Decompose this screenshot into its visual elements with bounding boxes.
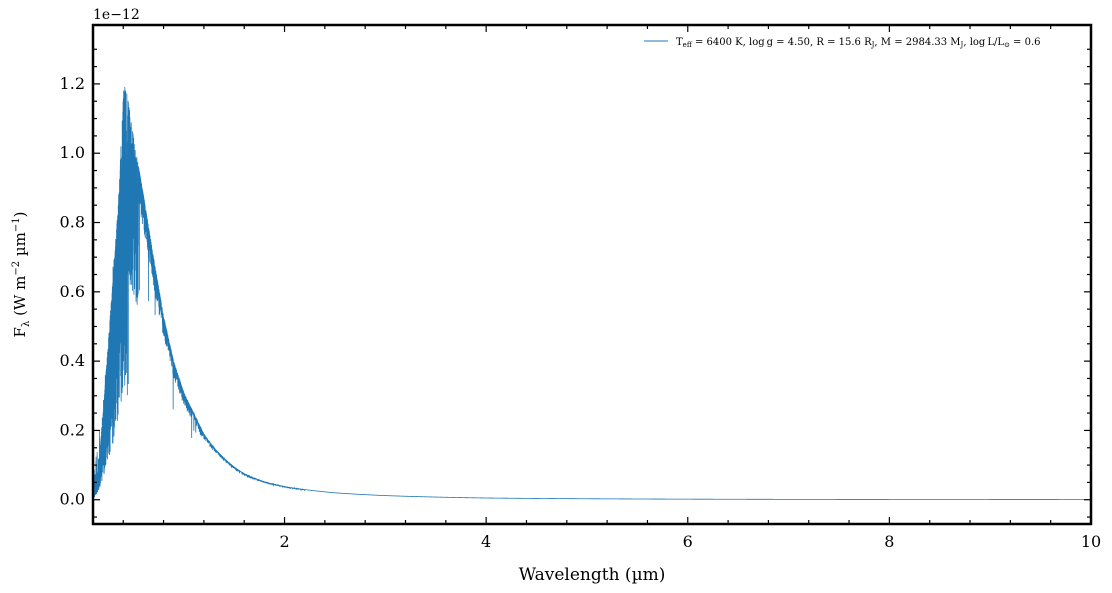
y-tick-label: 0.0 [60,490,85,509]
x-axis-label: Wavelength (µm) [519,565,666,585]
x-tick-label: 4 [481,532,491,551]
y-tick-label: 0.8 [60,213,85,232]
axes-frame [91,23,1093,526]
series-line-spectrum [93,87,1091,500]
x-tick-label: 10 [1081,532,1101,551]
tick-labels-layer: 2 4 6 8 10 0.0 0.2 0.4 0.6 0.8 1.0 1.2 [60,74,1102,551]
y-tick-label: 0.6 [60,282,85,301]
series-layer [93,87,1091,500]
legend-entry-label: Teff = 6400 K, log g = 4.50, R = 15.6 RJ… [676,37,1040,49]
y-tick-label: 0.4 [60,351,85,370]
y-tick-label: 0.2 [60,420,85,439]
y-tick-label: 1.0 [60,143,85,162]
y-tick-label: 1.2 [60,74,85,93]
x-tick-label: 8 [884,532,894,551]
y-scale-multiplier: 1e−12 [93,7,140,23]
legend: Teff = 6400 K, log g = 4.50, R = 15.6 RJ… [644,37,1040,49]
x-tick-label: 2 [279,532,289,551]
ticks-layer [93,25,1092,524]
x-tick-label: 6 [683,532,693,551]
y-axis-label: Fλ (W m−2 µm−1) [11,212,32,338]
